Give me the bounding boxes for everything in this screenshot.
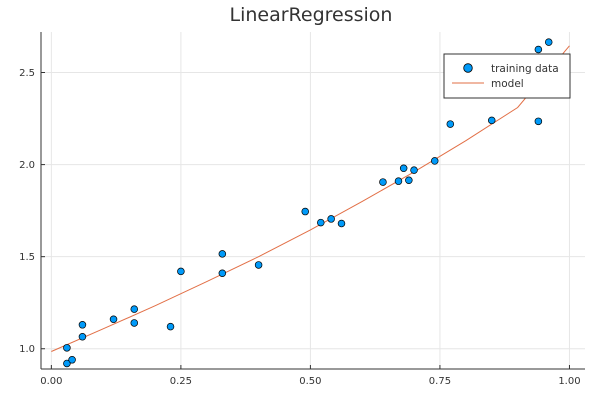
data-point	[130, 305, 139, 313]
data-point	[410, 166, 418, 174]
data-point	[405, 176, 413, 184]
data-point	[487, 116, 496, 125]
data-point	[379, 178, 387, 186]
data-point	[534, 117, 543, 126]
x-tick-label: 1.00	[558, 376, 580, 387]
x-tick-label: 0.75	[429, 376, 451, 387]
data-point	[166, 322, 175, 331]
legend-marker-training-data	[463, 63, 473, 73]
data-point	[109, 315, 118, 324]
data-point	[218, 250, 227, 258]
x-tick-label: 0.00	[40, 376, 62, 387]
y-tick-label: 1.5	[19, 252, 35, 263]
data-point	[394, 177, 403, 185]
data-point	[301, 207, 309, 216]
series	[51, 38, 570, 368]
data-point	[78, 321, 87, 329]
y-tick-label: 1.0	[19, 344, 35, 355]
data-point	[337, 219, 346, 228]
x-tick-label: 0.25	[170, 376, 192, 387]
data-point	[327, 215, 335, 223]
data-point	[254, 261, 263, 269]
data-point	[446, 120, 455, 128]
data-point	[317, 218, 325, 227]
legend-label-model: model	[491, 78, 524, 90]
legend: training data model	[443, 53, 571, 99]
data-point	[534, 45, 543, 54]
data-point	[177, 267, 185, 276]
data-point	[63, 359, 71, 368]
series-line-model	[51, 45, 570, 352]
legend-label-training-data: training data	[491, 63, 559, 75]
axes	[40, 32, 585, 370]
y-tick-label: 2.0	[19, 160, 35, 171]
chart-title: LinearRegression	[230, 4, 393, 26]
data-point	[431, 157, 439, 165]
data-point	[63, 344, 71, 352]
data-point	[68, 356, 76, 364]
data-point	[399, 164, 408, 173]
tick-labels: 0.00 0.25 0.50 0.75 1.00 1.0 1.5 2.0 2.5	[19, 68, 580, 387]
data-point	[218, 269, 227, 277]
data-point	[544, 38, 553, 46]
data-point	[78, 333, 87, 341]
data-point	[130, 319, 139, 327]
x-tick-label: 0.50	[299, 376, 321, 387]
legend-box	[443, 53, 571, 99]
y-tick-label: 2.5	[19, 68, 35, 79]
